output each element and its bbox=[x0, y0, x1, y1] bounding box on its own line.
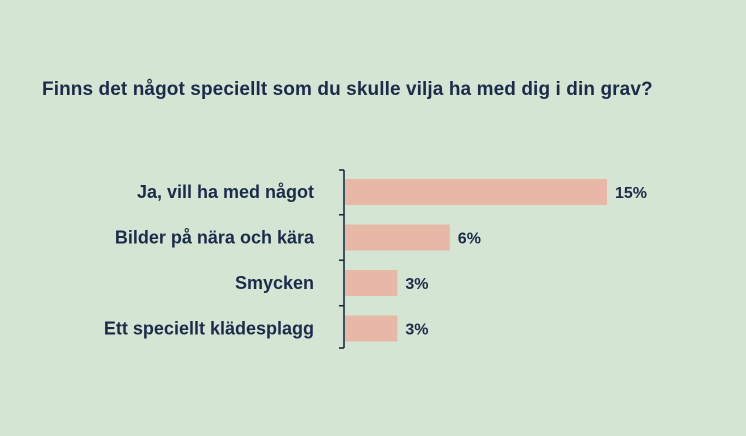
value-label-0: 15% bbox=[615, 185, 647, 202]
category-label-3: Ett speciellt klädesplagg bbox=[104, 319, 314, 339]
bar-3 bbox=[345, 315, 398, 342]
value-label-3: 3% bbox=[405, 322, 428, 339]
bar-1 bbox=[345, 224, 450, 251]
category-label-0: Ja, vill ha med något bbox=[137, 182, 314, 202]
chart-title: Finns det något speciellt som du skulle … bbox=[42, 79, 653, 100]
bar-2 bbox=[345, 270, 398, 296]
bar-0 bbox=[345, 179, 607, 205]
category-label-1: Bilder på nära och kära bbox=[115, 228, 315, 248]
category-label-2: Smycken bbox=[235, 273, 314, 293]
value-label-1: 6% bbox=[458, 231, 481, 248]
value-label-2: 3% bbox=[405, 276, 428, 293]
